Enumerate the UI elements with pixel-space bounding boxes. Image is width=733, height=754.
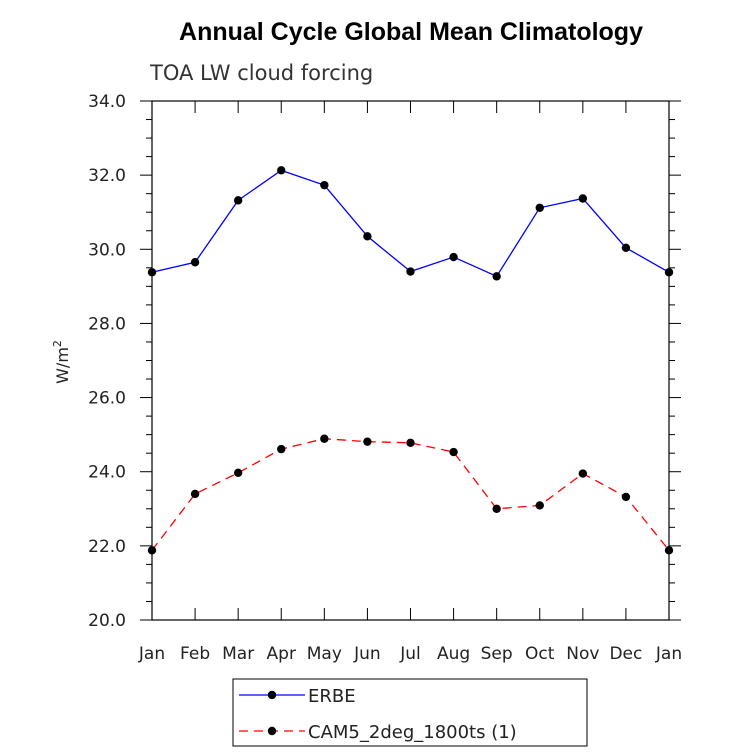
series-line xyxy=(151,169,670,278)
data-point xyxy=(664,268,674,277)
x-tick-label: Sep xyxy=(481,644,513,664)
series-group xyxy=(147,166,674,555)
data-point xyxy=(449,252,458,262)
data-point xyxy=(277,444,286,454)
x-tick-label: Jan xyxy=(138,644,165,664)
svg-text:W/m2: W/m2 xyxy=(51,340,72,384)
data-point xyxy=(320,434,329,443)
legend-swatch-marker xyxy=(267,726,277,736)
legend-item: ERBE xyxy=(239,686,356,707)
data-point xyxy=(406,438,415,447)
data-point xyxy=(147,268,157,277)
y-tick-label: 28.0 xyxy=(88,314,126,334)
y-axis-label-superscript: 2 xyxy=(51,340,64,347)
x-tick-label: Jun xyxy=(353,644,381,664)
y-tick-label: 30.0 xyxy=(88,240,126,260)
x-tick-label: Dec xyxy=(609,644,642,664)
data-point xyxy=(621,492,631,502)
data-point xyxy=(664,546,674,555)
y-tick-label: 32.0 xyxy=(88,166,126,186)
data-point xyxy=(147,546,157,555)
legend-label: CAM5_2deg_1800ts (1) xyxy=(308,722,517,743)
y-tick-labels: 20.0 22.0 24.0 26.0 28.0 30.0 32.0 34.0 xyxy=(88,92,126,631)
chart-title: Annual Cycle Global Mean Climatology xyxy=(179,18,643,46)
legend-label: ERBE xyxy=(308,686,356,707)
data-point xyxy=(535,501,544,510)
legend-item: CAM5_2deg_1800ts (1) xyxy=(239,722,517,743)
series-2 xyxy=(147,434,674,555)
y-tick-label: 24.0 xyxy=(88,463,126,483)
y-tick-label: 22.0 xyxy=(88,537,126,557)
x-tick-label: May xyxy=(307,644,342,664)
plot-frame xyxy=(151,100,670,621)
data-point xyxy=(363,437,372,446)
data-point xyxy=(277,166,286,175)
y-tick-label: 20.0 xyxy=(88,611,126,631)
x-tick-label: Apr xyxy=(267,644,296,664)
data-point xyxy=(406,267,415,276)
data-point xyxy=(363,232,372,241)
y-tick-label: 26.0 xyxy=(88,389,126,409)
data-point xyxy=(320,180,329,190)
chart-subtitle: TOA LW cloud forcing xyxy=(149,61,373,85)
data-point xyxy=(190,258,200,267)
x-tick-label: Jul xyxy=(399,644,421,664)
x-tick-label: Oct xyxy=(525,644,555,664)
series-1 xyxy=(147,166,674,281)
x-tick-label: Nov xyxy=(566,644,599,664)
data-point xyxy=(578,194,588,203)
series-line xyxy=(151,438,670,551)
legend-box xyxy=(232,678,588,747)
y-axis-label: W/m2 xyxy=(51,340,72,384)
y-axis-label-text: W/m xyxy=(53,347,72,384)
data-point xyxy=(233,196,243,205)
data-point xyxy=(578,469,588,478)
legend-swatch-marker xyxy=(267,690,277,700)
x-tick-labels: Jan Feb Mar Apr May Jun Jul Aug Sep Oct Nov Dec Jan xyxy=(138,644,682,664)
y-tick-label: 34.0 xyxy=(88,92,126,112)
data-point xyxy=(621,243,631,253)
x-tick-label: Mar xyxy=(222,644,254,664)
axis-ticks xyxy=(140,100,681,621)
data-point xyxy=(492,272,501,281)
legend: ERBE CAM5_2deg_1800ts (1) xyxy=(232,678,588,747)
data-point xyxy=(190,489,200,499)
x-tick-label: Aug xyxy=(437,644,470,664)
x-tick-label: Feb xyxy=(180,644,210,664)
data-point xyxy=(233,468,243,478)
data-point xyxy=(492,504,501,513)
data-point xyxy=(449,447,458,457)
data-point xyxy=(535,203,544,212)
x-tick-label: Jan xyxy=(655,644,682,664)
